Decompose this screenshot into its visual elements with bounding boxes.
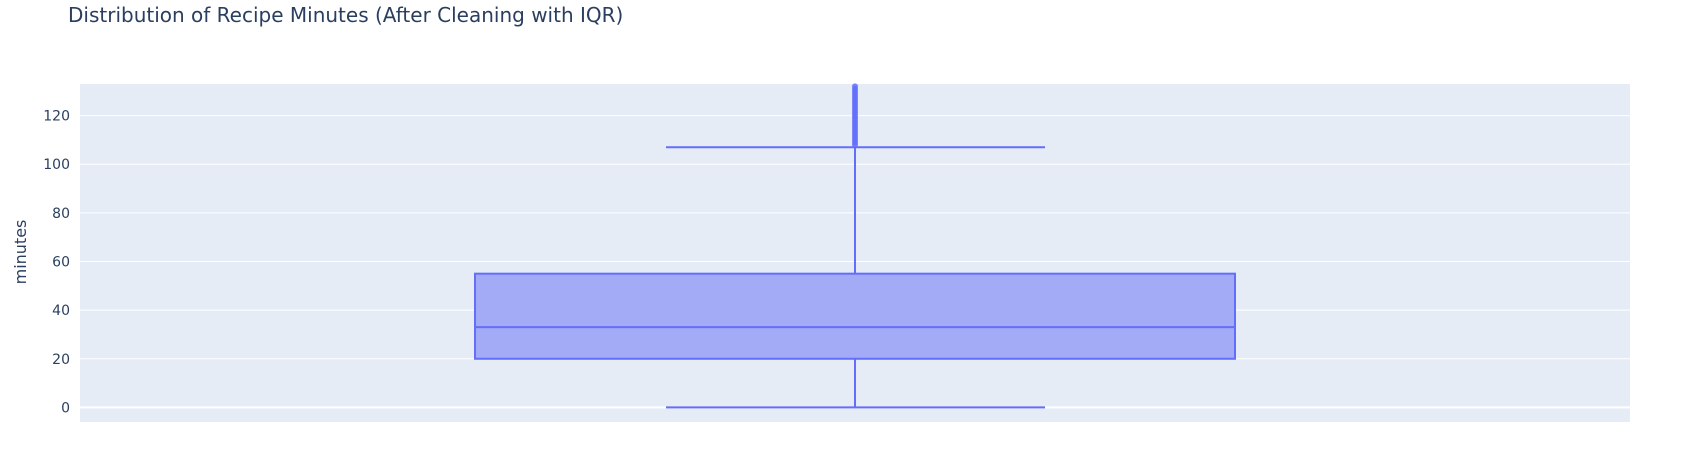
y-tick-label: 20 [52, 352, 70, 368]
chart-title: Distribution of Recipe Minutes (After Cl… [68, 3, 623, 27]
y-axis-label: minutes [11, 220, 30, 285]
box-series [474, 83, 1236, 409]
outlier-point [852, 83, 858, 90]
y-tick-label: 100 [43, 157, 70, 173]
y-tick-label: 40 [52, 303, 70, 319]
iqr-box [474, 272, 1236, 360]
y-tick-label: 0 [61, 400, 70, 416]
y-axis-ticks: 0 20 40 60 80 100 120 [43, 109, 70, 417]
y-tick-label: 80 [52, 206, 70, 222]
y-tick-label: 120 [43, 109, 70, 125]
y-tick-label: 60 [52, 255, 70, 271]
